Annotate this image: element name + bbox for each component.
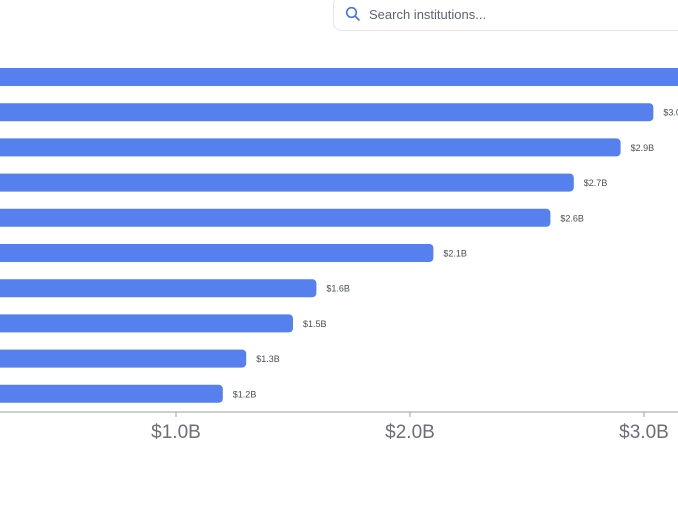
bar [0, 314, 293, 333]
bar [0, 173, 574, 192]
bar [0, 208, 551, 227]
bar-value-label: $3.0B [663, 108, 678, 118]
x-tick-label: $3.0B [619, 422, 669, 443]
x-tick-label: $1.0B [151, 422, 201, 443]
bar [0, 349, 247, 368]
bar-value-label: $2.9B [631, 143, 655, 153]
bar-value-label: $1.2B [233, 389, 257, 399]
x-tick-label: $2.0B [385, 422, 435, 443]
bar [0, 244, 434, 262]
bar [0, 279, 317, 298]
bar-value-label: $2.1B [443, 249, 467, 259]
bar-value-label: $1.5B [303, 319, 327, 329]
search-icon [345, 6, 360, 21]
bar-value-label: $2.7B [584, 178, 608, 188]
bar [0, 138, 621, 157]
bar-value-label: $2.6B [560, 213, 584, 223]
bar [0, 384, 223, 403]
search-input[interactable] [369, 3, 669, 25]
bar-value-label: $1.6B [326, 284, 350, 294]
bar [0, 103, 654, 122]
bar-value-label: $1.3B [256, 354, 280, 364]
search-box[interactable] [333, 0, 678, 31]
bar [0, 68, 678, 86]
